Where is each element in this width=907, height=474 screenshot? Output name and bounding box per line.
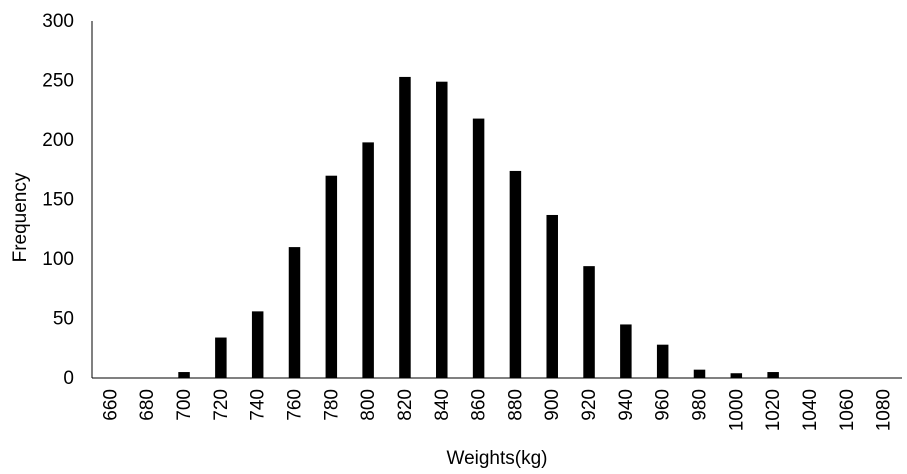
x-tick-label: 840 [432,389,453,421]
bar-840 [436,81,448,378]
bar-880 [509,170,522,378]
x-tick-label: 700 [174,389,195,421]
x-tick-label: 940 [616,389,637,421]
bar-760 [288,247,301,378]
bar-980 [693,369,706,378]
x-tick-label: 660 [100,389,121,421]
y-axis-title: Frequency [10,172,31,262]
y-tick-labels: 0 50 100 150 200 250 300 [42,11,74,389]
bar-860 [472,118,485,378]
x-axis-title: Weights(kg) [446,448,547,469]
x-tick-label: 980 [690,389,711,421]
bar-900 [546,214,558,378]
x-tick-label: 720 [211,389,232,421]
bar-920 [583,266,595,378]
x-tick-label: 960 [653,389,674,421]
x-tick-label: 680 [137,389,158,421]
x-tick-label: 1020 [763,389,784,431]
bar-800 [362,142,374,378]
y-tick-label: 0 [63,368,74,389]
x-tick-labels: 660 680 700 720 740 760 780 800 820 840 860 880 900 9… [100,389,894,431]
bars-layer [178,76,779,379]
x-tick-label: 760 [285,389,306,421]
y-tick-label: 50 [53,309,74,330]
bar-960 [656,344,669,378]
x-tick-label: 1040 [800,389,821,431]
x-tick-label: 880 [505,389,526,421]
bar-940 [620,324,632,378]
x-tick-label: 860 [469,389,490,421]
x-tick-label: 800 [358,389,379,421]
y-tick-label: 250 [42,71,74,92]
y-tick-label: 150 [42,190,74,211]
bar-700 [178,372,190,378]
y-tick-label: 100 [42,249,74,270]
x-tick-label: 1000 [726,389,747,431]
x-tick-label: 920 [579,389,600,421]
x-tick-label: 740 [248,389,269,421]
x-tick-label: 900 [542,389,563,421]
bar-820 [399,76,411,379]
bar-740 [251,311,264,378]
x-tick-label: 820 [395,389,416,421]
bar-780 [325,175,338,378]
y-tick-label: 300 [42,11,74,32]
bar-1000 [730,373,743,378]
x-tick-label: 780 [321,389,342,421]
x-tick-label: 1060 [837,389,858,431]
y-tick-label: 200 [42,130,74,151]
x-tick-label: 1080 [874,389,895,431]
bar-720 [215,337,227,378]
bar-1020 [767,372,779,378]
